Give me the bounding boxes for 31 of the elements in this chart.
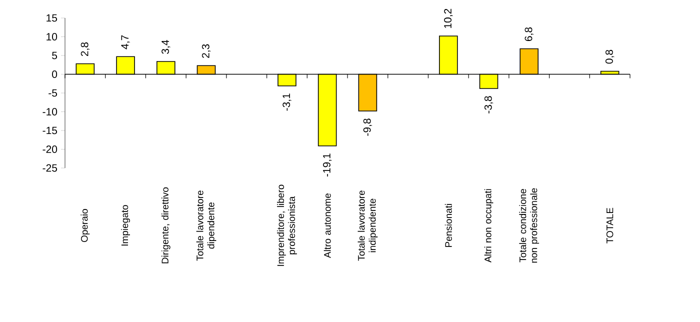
data-label: 3,4 — [162, 40, 170, 54]
y-tick-label: -5 — [48, 89, 58, 97]
y-tick-label: 10 — [46, 33, 58, 40]
data-label: -3,1 — [282, 94, 292, 111]
y-tick-label: 0 — [52, 70, 58, 78]
data-label: 6,8 — [524, 27, 534, 42]
x-tick-label: Impiegato — [121, 205, 130, 246]
data-label: 10,2 — [444, 8, 453, 28]
y-tick-label: -10 — [42, 108, 58, 116]
y-tick-label: -20 — [42, 146, 58, 153]
x-tick-label: Dirigente, direttivo — [161, 187, 170, 264]
x-tick-label: Altri non occupati — [484, 189, 494, 262]
x-tick-label: Totale condizione non professionale — [519, 188, 540, 263]
x-tick-label: Totale lavoratore indipendente — [358, 190, 378, 261]
data-label: 0,8 — [606, 50, 614, 64]
y-tick-label: 15 — [46, 14, 58, 22]
data-label: 2,3 — [202, 44, 211, 58]
data-label: -9,8 — [363, 118, 372, 136]
data-label: -3,8 — [484, 96, 494, 114]
x-tick-label: Pensionati — [444, 204, 452, 247]
x-tick-label: Altro autonome — [324, 193, 331, 258]
x-tick-label: Operaio — [80, 209, 90, 242]
data-label: 2,8 — [80, 42, 90, 56]
y-tick-label: -25 — [42, 164, 58, 172]
x-tick-label: TOTALE — [606, 208, 614, 244]
x-tick-label: Totale lavoratore dipendente — [196, 190, 216, 261]
data-label: 4,7 — [121, 35, 130, 50]
y-tick-label: 5 — [52, 52, 58, 60]
data-label: -19,1 — [322, 154, 332, 177]
y-tick-label: -15 — [42, 126, 58, 134]
x-tick-label: Imprenditore, libero professionista — [277, 184, 297, 266]
